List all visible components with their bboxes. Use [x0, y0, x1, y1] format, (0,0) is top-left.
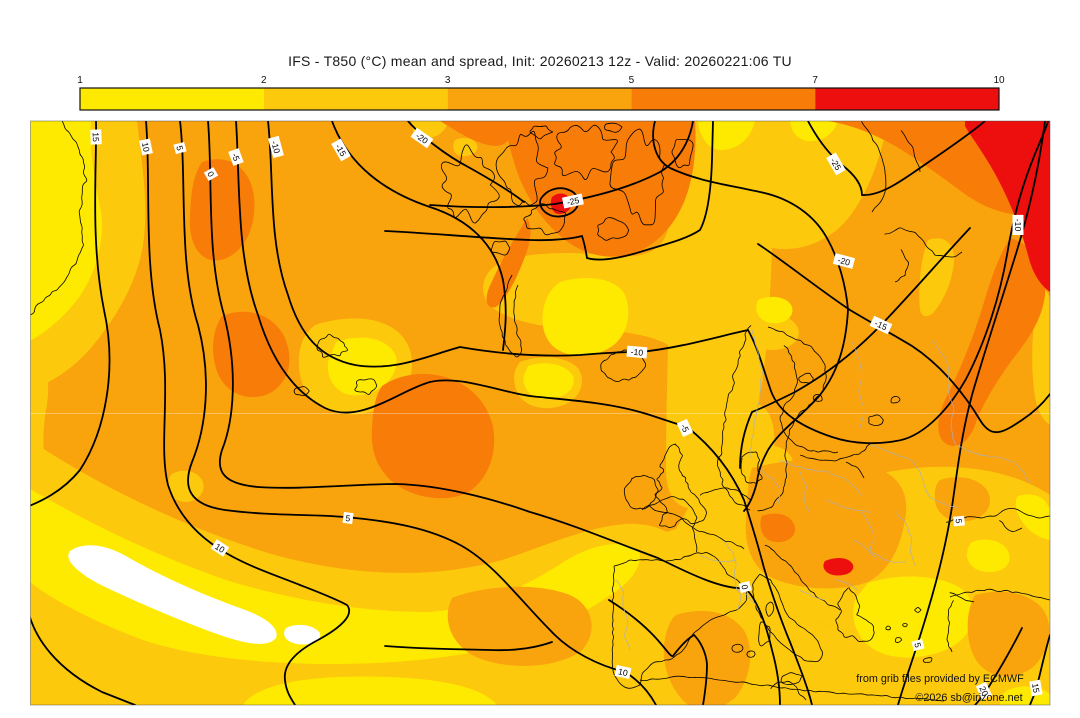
svg-text:-10: -10 [269, 140, 282, 155]
svg-text:-25: -25 [566, 195, 580, 207]
svg-text:IFS - T850 (°C) mean and sprea: IFS - T850 (°C) mean and spread, Init: 2… [288, 53, 792, 69]
svg-text:5: 5 [912, 641, 923, 648]
svg-text:©2026 sb@irizone.net: ©2026 sb@irizone.net [915, 692, 1022, 704]
svg-text:-10: -10 [630, 347, 643, 358]
svg-text:from grib files provided by EC: from grib files provided by ECMWF [856, 673, 1024, 685]
svg-text:1: 1 [77, 75, 83, 86]
svg-text:10: 10 [617, 666, 629, 678]
svg-text:10: 10 [993, 75, 1005, 86]
svg-text:-20: -20 [837, 255, 852, 268]
svg-text:0: 0 [739, 583, 750, 590]
svg-text:20: 20 [977, 685, 990, 698]
svg-text:15: 15 [91, 132, 101, 142]
svg-text:-5: -5 [679, 423, 691, 434]
svg-text:-10: -10 [1013, 219, 1023, 232]
svg-text:5: 5 [174, 144, 185, 151]
svg-text:15: 15 [1030, 682, 1042, 693]
svg-text:10: 10 [140, 141, 152, 153]
svg-text:-15: -15 [873, 318, 889, 332]
svg-text:5: 5 [954, 518, 964, 524]
svg-text:5: 5 [629, 75, 635, 86]
svg-text:0: 0 [205, 170, 216, 179]
svg-text:2: 2 [261, 75, 267, 86]
svg-text:-5: -5 [230, 152, 242, 163]
svg-text:3: 3 [445, 75, 451, 86]
svg-text:5: 5 [345, 513, 351, 524]
svg-text:7: 7 [812, 75, 818, 86]
